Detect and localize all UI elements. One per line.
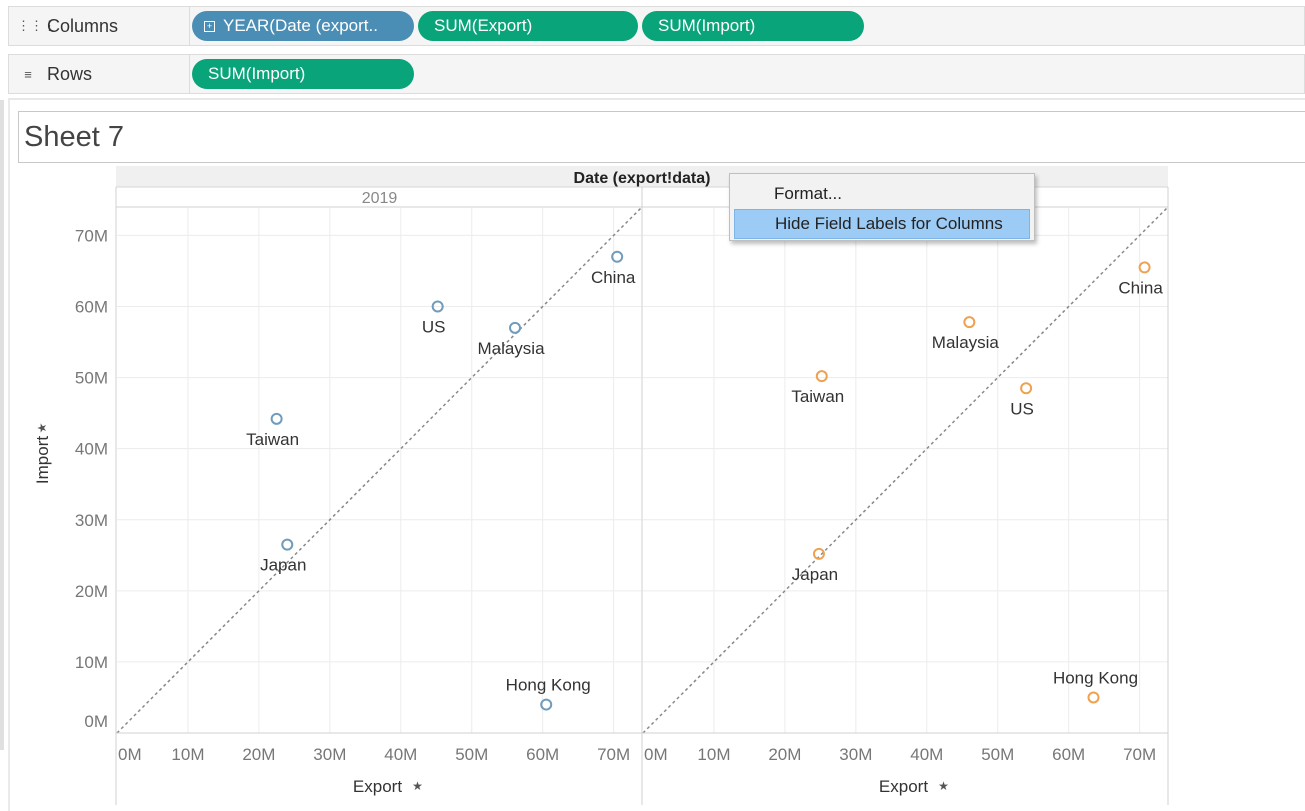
point-label: US <box>1010 399 1034 418</box>
data-point[interactable] <box>1138 261 1151 274</box>
menu-item-hide-field-labels[interactable]: Hide Field Labels for Columns <box>734 209 1030 239</box>
data-point[interactable] <box>431 300 444 313</box>
point-label: China <box>591 268 636 287</box>
expand-plus-icon[interactable]: + <box>204 20 215 32</box>
x-tick-label: 30M <box>839 745 872 764</box>
x-tick-label: 50M <box>981 745 1014 764</box>
x-tick-label: 10M <box>171 745 204 764</box>
data-point[interactable] <box>1087 691 1100 704</box>
sheet-title: Sheet 7 <box>24 120 124 153</box>
x-tick-label: 0M <box>118 745 142 764</box>
y-tick-label: 70M <box>75 226 108 245</box>
point-label: China <box>1118 278 1163 297</box>
x-axis-title: Export <box>879 777 928 796</box>
pill-label: SUM(Import) <box>658 16 756 35</box>
y-tick-label: 30M <box>75 511 108 530</box>
data-point[interactable] <box>509 321 522 334</box>
data-point[interactable] <box>270 412 283 425</box>
data-point[interactable] <box>540 698 553 711</box>
point-label: Japan <box>792 565 838 584</box>
y-axis-title: Import <box>33 436 52 484</box>
x-tick-label: 50M <box>455 745 488 764</box>
columns-label: Columns <box>47 15 119 36</box>
left-panel-edge <box>8 100 10 811</box>
menu-item-format[interactable]: Format... <box>774 184 843 203</box>
point-label: Hong Kong <box>506 676 591 695</box>
data-point[interactable] <box>611 250 624 263</box>
context-menu: Format... Hide Field Labels for Columns <box>729 173 1035 241</box>
pill-label: YEAR(Date (export.. <box>223 16 378 35</box>
y-tick-label: 20M <box>75 582 108 601</box>
point-label: Hong Kong <box>1053 668 1138 687</box>
columns-shelf-label: ⋮⋮⋮ Columns <box>9 7 190 45</box>
point-label: Japan <box>260 556 306 575</box>
y-tick-label: 50M <box>75 369 108 388</box>
x-tick-label: 70M <box>1123 745 1156 764</box>
point-label: Taiwan <box>246 430 299 449</box>
year-date-pill[interactable]: + YEAR(Date (export.. <box>192 11 414 41</box>
x-tick-label: 20M <box>242 745 275 764</box>
data-point[interactable] <box>1020 382 1033 395</box>
point-label: Taiwan <box>791 387 844 406</box>
pin-icon: ★ <box>938 779 949 793</box>
sum-import-column-pill[interactable]: SUM(Import) <box>642 11 864 41</box>
divider <box>8 98 1305 100</box>
y-tick-label: 40M <box>75 440 108 459</box>
x-tick-label: 40M <box>910 745 943 764</box>
columns-shelf: ⋮⋮⋮ Columns + YEAR(Date (export.. SUM(Ex… <box>8 6 1305 46</box>
point-label: Malaysia <box>932 333 1000 352</box>
rows-label: Rows <box>47 63 93 84</box>
rows-shelf: ≡ Rows SUM(Import) <box>8 54 1305 94</box>
data-point[interactable] <box>815 370 828 383</box>
x-tick-label: 0M <box>644 745 668 764</box>
data-point[interactable] <box>281 538 294 551</box>
pin-icon: ★ <box>35 423 49 434</box>
x-tick-label: 20M <box>768 745 801 764</box>
x-tick-label: 60M <box>526 745 559 764</box>
pill-label: SUM(Export) <box>434 16 533 35</box>
pill-label: SUM(Import) <box>208 64 306 83</box>
x-tick-label: 60M <box>1052 745 1085 764</box>
x-axis-title: Export <box>353 777 402 796</box>
y-tick-label: 0M <box>84 712 108 731</box>
data-point[interactable] <box>963 316 976 329</box>
sum-import-row-pill[interactable]: SUM(Import) <box>192 59 414 89</box>
y-tick-label: 10M <box>75 653 108 672</box>
point-label: US <box>422 318 446 337</box>
left-panel-edge <box>0 100 4 750</box>
data-point[interactable] <box>812 547 825 560</box>
reference-line <box>642 206 1169 734</box>
x-tick-label: 10M <box>697 745 730 764</box>
pane-header-label: 2019 <box>362 190 398 207</box>
rows-shelf-label: ≡ Rows <box>9 55 190 93</box>
y-tick-label: 60M <box>75 298 108 317</box>
reference-line <box>116 206 643 734</box>
sum-export-pill[interactable]: SUM(Export) <box>418 11 638 41</box>
sheet-title-box[interactable]: Sheet 7 <box>18 111 1305 163</box>
x-tick-label: 40M <box>384 745 417 764</box>
rows-icon: ≡ <box>24 66 32 82</box>
column-header-title[interactable]: Date (export!data) <box>574 170 711 187</box>
x-tick-label: 30M <box>313 745 346 764</box>
x-tick-label: 70M <box>597 745 630 764</box>
pin-icon: ★ <box>412 779 423 793</box>
point-label: Malaysia <box>477 339 545 358</box>
